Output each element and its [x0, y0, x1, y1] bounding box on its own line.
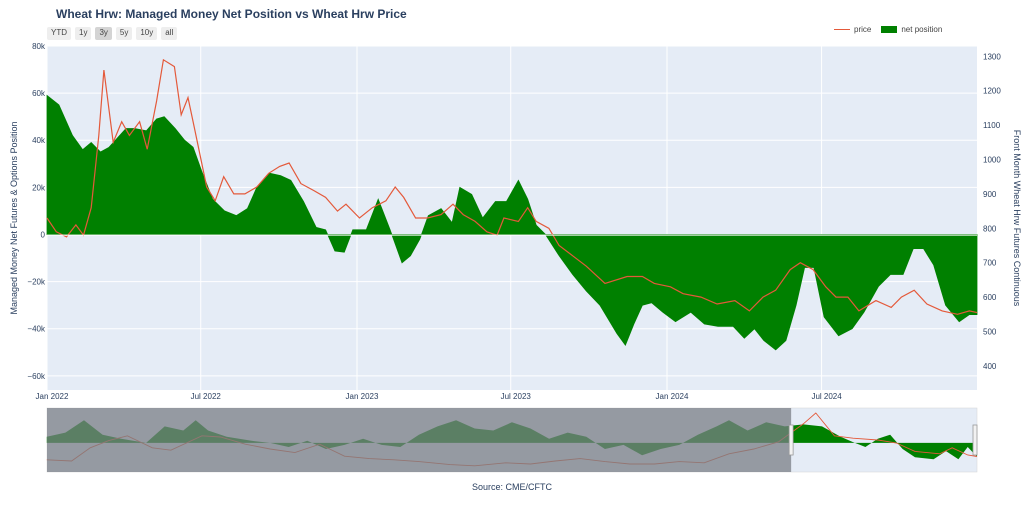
- left-y-tick-label: 0: [41, 230, 46, 239]
- range-slider-left-handle[interactable]: [788, 424, 794, 456]
- legend: price net position: [834, 25, 952, 34]
- right-y-tick-label: 700: [983, 259, 997, 268]
- right-y-tick-label: 900: [983, 190, 997, 199]
- range-slider-right-handle[interactable]: [972, 424, 978, 456]
- range-button-all[interactable]: all: [161, 27, 178, 40]
- legend-item-net-position[interactable]: net position: [881, 25, 942, 34]
- left-y-tick-label: −60k: [27, 372, 46, 381]
- legend-item-price[interactable]: price: [834, 25, 871, 34]
- net-position-swatch: [881, 26, 898, 33]
- right-y-tick-label: 800: [983, 224, 997, 233]
- range-slider[interactable]: [46, 407, 978, 473]
- range-slider-unselected-mask: [47, 408, 792, 472]
- x-tick-label: Jan 2023: [346, 392, 379, 401]
- right-y-tick-label: 400: [983, 362, 997, 371]
- left-y-axis-ticks: 80k 60k 40k 20k 0 −20k −40k −60k: [27, 42, 46, 381]
- range-button-ytd[interactable]: YTD: [47, 27, 71, 40]
- source-note: Source: CME/CFTC: [471, 482, 552, 492]
- range-button-1y[interactable]: 1y: [75, 27, 92, 40]
- right-y-tick-label: 1000: [983, 156, 1001, 165]
- range-button-10y[interactable]: 10y: [136, 27, 158, 40]
- x-tick-label: Jul 2022: [191, 392, 222, 401]
- x-tick-label: Jan 2024: [656, 392, 689, 401]
- right-y-axis-label: Front Month Wheat Hrw Futures Continuous: [1012, 130, 1022, 307]
- range-button-3y[interactable]: 3y: [95, 27, 112, 40]
- left-y-tick-label: 60k: [32, 89, 46, 98]
- left-y-tick-label: 40k: [32, 136, 46, 145]
- x-tick-label: Jul 2023: [501, 392, 532, 401]
- left-y-axis-label: Managed Money Net Futures & Options Posi…: [9, 121, 19, 314]
- x-axis-ticks: Jan 2022 Jul 2022 Jan 2023 Jul 2023 Jan 2024…: [36, 392, 843, 401]
- right-y-tick-label: 1100: [983, 121, 1001, 130]
- right-y-tick-label: 1300: [983, 52, 1001, 61]
- left-y-tick-label: −20k: [27, 278, 46, 287]
- left-y-tick-label: 80k: [32, 42, 46, 51]
- left-y-tick-label: 20k: [32, 183, 46, 192]
- right-y-tick-label: 500: [983, 328, 997, 337]
- chart-canvas[interactable]: Jan 2022 Jul 2022 Jan 2023 Jul 2023 Jan 2024…: [0, 0, 1024, 480]
- right-y-axis-ticks: 1300 1200 1100 1000 900 800 700 600 500 400: [983, 52, 1001, 371]
- legend-label-net-position: net position: [901, 25, 943, 34]
- net-position-area: [46, 94, 978, 351]
- price-line: [46, 58, 978, 315]
- chart-title: Wheat Hrw: Managed Money Net Position vs…: [56, 7, 407, 21]
- right-y-tick-label: 1200: [983, 87, 1001, 96]
- right-y-tick-label: 600: [983, 293, 997, 302]
- left-y-tick-label: −40k: [27, 325, 46, 334]
- price-line-swatch: [834, 29, 850, 30]
- legend-label-price: price: [854, 25, 872, 34]
- x-tick-label: Jul 2024: [811, 392, 842, 401]
- range-selector: YTD 1y 3y 5y 10y all: [47, 27, 178, 40]
- range-button-5y[interactable]: 5y: [115, 27, 133, 40]
- x-tick-label: Jan 2022: [36, 392, 69, 401]
- net-position-series: [46, 94, 978, 351]
